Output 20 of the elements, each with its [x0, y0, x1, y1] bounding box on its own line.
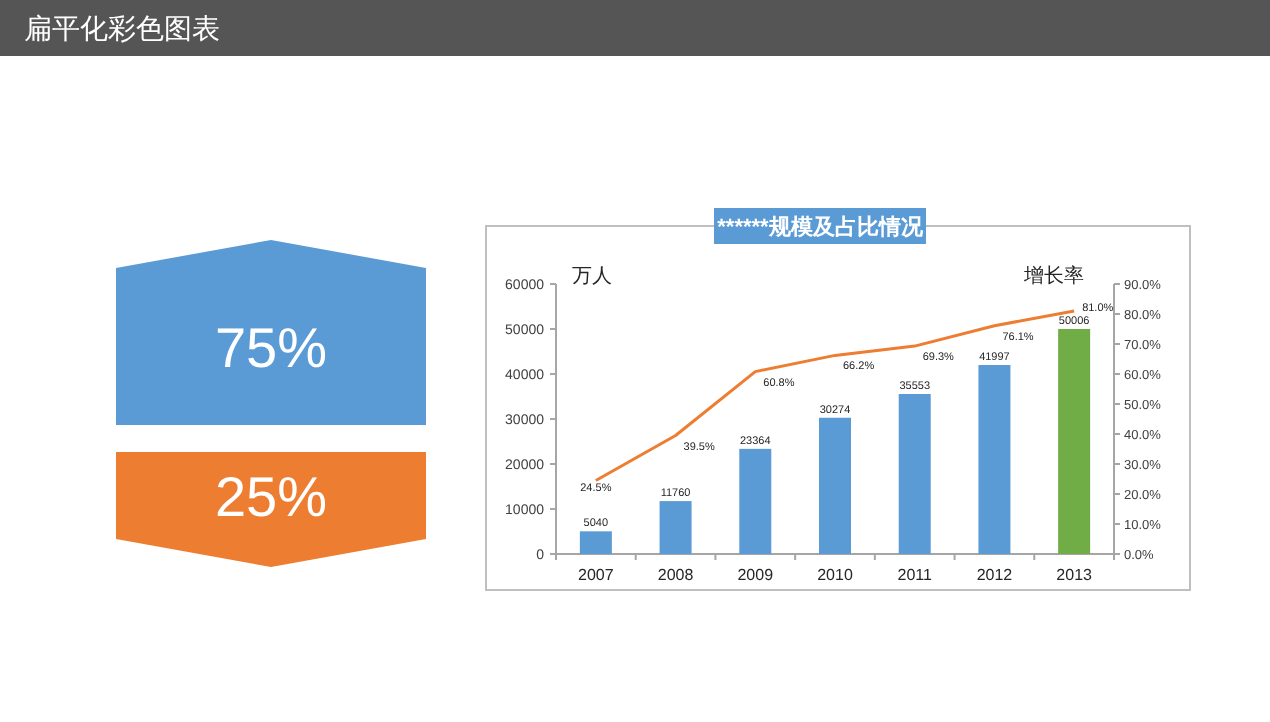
bar	[1058, 328, 1091, 554]
y-axis-title: 万人	[572, 266, 612, 288]
x-tick-label: 2010	[817, 566, 854, 584]
bar	[819, 417, 851, 554]
text: 扁平化彩色图表	[24, 12, 220, 44]
x-tick-label: 2012	[976, 566, 1014, 584]
bar	[659, 501, 692, 554]
bar	[579, 531, 612, 554]
bar	[739, 448, 772, 554]
data-label: 75%	[214, 316, 328, 379]
data-label: 25%	[214, 465, 328, 528]
x-tick-label: 2007	[578, 566, 615, 584]
x-tick-label: 2011	[897, 566, 934, 584]
bar	[978, 365, 1011, 554]
bar	[898, 394, 931, 554]
y2-axis-title: 增长率	[1022, 264, 1084, 288]
chart-title: ******规模及占比情况	[717, 214, 925, 240]
x-tick-label: 2009	[737, 566, 775, 584]
x-tick-label: 2008	[657, 566, 695, 584]
x-tick-label: 2013	[1056, 566, 1094, 584]
